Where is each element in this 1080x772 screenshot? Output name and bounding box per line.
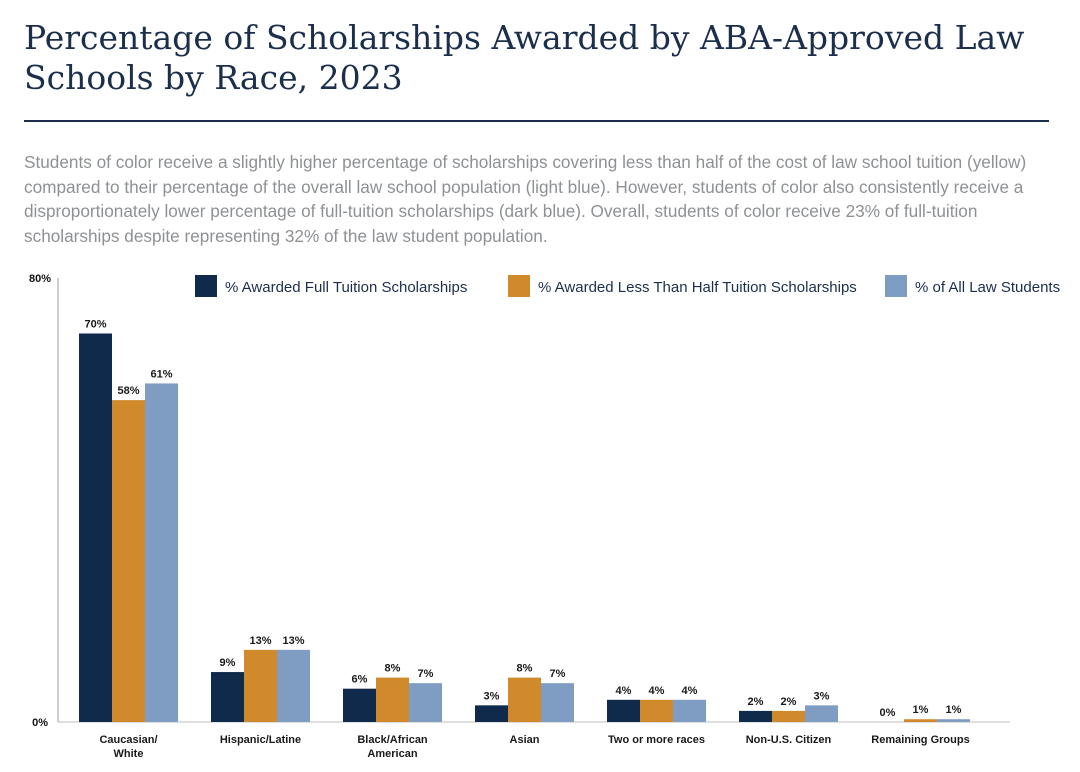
- bar-2-4: [508, 677, 541, 722]
- bar-2-5: [640, 699, 673, 722]
- bar-1-4: [475, 705, 508, 722]
- bar-value-label: 6%: [352, 674, 368, 686]
- legend-swatch-3: [885, 275, 907, 297]
- bar-value-label: 7%: [550, 668, 566, 680]
- category-label: Caucasian/: [99, 734, 157, 746]
- bar-1-2: [211, 672, 244, 722]
- category-label: Non-U.S. Citizen: [746, 734, 832, 746]
- bar-value-label: 1%: [946, 704, 962, 716]
- bar-2-6: [772, 710, 805, 722]
- bar-value-label: 4%: [616, 685, 632, 697]
- bar-value-label: 70%: [84, 319, 106, 331]
- legend-swatch-2: [508, 275, 530, 297]
- bar-1-6: [739, 710, 772, 722]
- bar-3-7: [937, 719, 970, 722]
- chart-subtitle: Students of color receive a slightly hig…: [24, 152, 1027, 246]
- bar-value-label: 8%: [517, 663, 533, 675]
- category-label: Hispanic/Latine: [220, 734, 301, 746]
- bar-value-label: 2%: [781, 696, 797, 708]
- bar-3-6: [805, 705, 838, 722]
- bar-2-1: [112, 400, 145, 722]
- bar-value-label: 61%: [150, 368, 172, 380]
- bar-value-label: 1%: [913, 704, 929, 716]
- bar-1-3: [343, 688, 376, 722]
- bar-value-label: 7%: [418, 668, 434, 680]
- bar-3-4: [541, 683, 574, 722]
- bar-3-3: [409, 683, 442, 722]
- category-label: Remaining Groups: [871, 734, 969, 746]
- bar-2-2: [244, 649, 277, 722]
- bar-value-label: 13%: [282, 635, 304, 647]
- chart-title: Percentage of Scholarships Awarded by AB…: [24, 18, 1025, 97]
- bar-value-label: 8%: [385, 663, 401, 675]
- category-label: White: [114, 748, 144, 760]
- category-label: Two or more races: [608, 734, 705, 746]
- bar-value-label: 3%: [484, 690, 500, 702]
- y-tick-label-max: 80%: [29, 273, 51, 285]
- bar-value-label: 3%: [814, 690, 830, 702]
- category-label: Black/African: [357, 734, 428, 746]
- bar-3-1: [145, 383, 178, 722]
- bar-2-7: [904, 719, 937, 722]
- legend-label-2: % Awarded Less Than Half Tuition Scholar…: [538, 279, 857, 296]
- title-divider: [24, 120, 1049, 122]
- bar-value-label: 4%: [649, 685, 665, 697]
- bar-value-label: 4%: [682, 685, 698, 697]
- category-label: American: [367, 748, 417, 760]
- legend-label-1: % Awarded Full Tuition Scholarships: [225, 279, 467, 296]
- bar-value-label: 0%: [880, 707, 896, 719]
- bar-1-1: [79, 333, 112, 722]
- legend-label-3: % of All Law Students: [915, 279, 1060, 296]
- legend-swatch-1: [195, 275, 217, 297]
- bar-2-3: [376, 677, 409, 722]
- bar-value-label: 58%: [117, 385, 139, 397]
- bar-value-label: 2%: [748, 696, 764, 708]
- bar-1-5: [607, 699, 640, 722]
- bar-value-label: 13%: [249, 635, 271, 647]
- bar-chart: 80% 0% 70% 58% 61% Caucasian/White 9% 13% 13% His…: [29, 273, 1060, 760]
- bar-3-5: [673, 699, 706, 722]
- bar-3-2: [277, 649, 310, 722]
- y-tick-label-min: 0%: [32, 717, 48, 729]
- bar-value-label: 9%: [220, 657, 236, 669]
- category-label: Asian: [510, 734, 540, 746]
